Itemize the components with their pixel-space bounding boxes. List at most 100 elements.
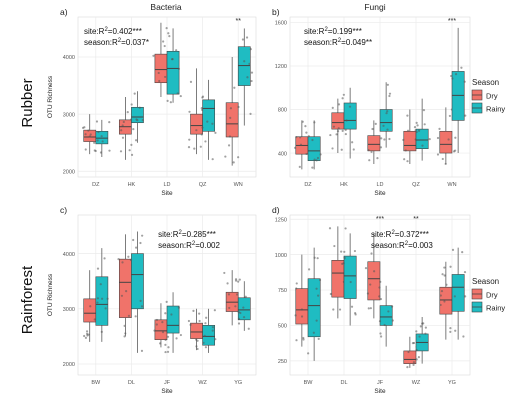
box-dry: [83, 298, 97, 323]
legend-title: Season: [472, 78, 499, 87]
jitter-point: [380, 137, 383, 140]
jitter-point: [331, 106, 334, 109]
jitter-point: [329, 133, 332, 137]
jitter-point: [164, 312, 167, 315]
jitter-point: [211, 326, 215, 329]
jitter-point: [103, 257, 106, 260]
jitter-point: [93, 318, 96, 321]
jitter-point: [121, 261, 124, 264]
jitter-point: [417, 129, 421, 132]
jitter-point: [237, 317, 241, 320]
jitter-point: [349, 280, 352, 284]
jitter-point: [175, 337, 178, 340]
jitter-point: [121, 124, 124, 127]
jitter-point: [380, 335, 383, 338]
jitter-point: [200, 133, 203, 136]
jitter-point: [229, 107, 233, 110]
jitter-point: [246, 76, 249, 79]
jitter-point: [133, 92, 136, 95]
jitter-point: [449, 327, 452, 330]
box-dry: [367, 135, 381, 152]
jitter-point: [195, 338, 198, 341]
jitter-point: [305, 131, 308, 134]
jitter-point: [344, 132, 347, 136]
jitter-point: [167, 346, 170, 349]
jitter-point: [421, 144, 424, 147]
jitter-point: [135, 246, 138, 249]
jitter-point: [373, 270, 376, 273]
jitter-point: [337, 103, 341, 106]
jitter-point: [99, 283, 102, 286]
jitter-point: [140, 305, 144, 308]
jitter-point: [443, 274, 446, 277]
jitter-point: [238, 278, 241, 281]
jitter-point: [129, 258, 133, 262]
jitter-point: [211, 122, 214, 125]
jitter-point: [164, 343, 167, 346]
box-dry: [331, 260, 345, 298]
box-rainy: [307, 136, 321, 161]
jitter-point: [416, 124, 419, 127]
panels-layer: 2000 3000 4000 DZ HK LD QZ WN ** a) site:R2=0.402*…: [47, 7, 471, 395]
jitter-point: [462, 335, 465, 338]
y-tick-label: 750: [278, 288, 287, 294]
jitter-point: [441, 157, 444, 161]
jitter-point: [403, 158, 406, 161]
jitter-point: [385, 112, 388, 115]
jitter-point: [165, 300, 168, 303]
jitter-point: [123, 335, 126, 338]
significance-stars: ***: [448, 18, 456, 25]
jitter-point: [250, 79, 253, 83]
jitter-point: [202, 341, 205, 344]
jitter-point: [413, 126, 417, 129]
box-rainy: [343, 102, 357, 130]
jitter-point: [87, 129, 90, 132]
jitter-point: [162, 40, 165, 43]
panel-c: 2000 3000 4000 BW DL JF WZ YG c) site:R2=0.285***…: [47, 205, 257, 395]
y-tick-label: 4000: [63, 55, 75, 61]
jitter-point: [449, 330, 452, 333]
jitter-point: [461, 251, 464, 254]
jitter-point: [152, 54, 155, 57]
jitter-point: [97, 130, 100, 134]
jitter-point: [348, 105, 352, 108]
jitter-point: [367, 148, 370, 152]
jitter-point: [464, 114, 467, 117]
jitter-point: [317, 337, 320, 340]
jitter-point: [84, 133, 87, 136]
jitter-point: [123, 324, 126, 327]
x-tick-label: BW: [304, 380, 314, 386]
jitter-point: [195, 129, 198, 132]
jitter-point: [89, 133, 92, 136]
jitter-point: [211, 158, 214, 161]
jitter-point: [138, 106, 141, 109]
jitter-point: [352, 148, 355, 151]
jitter-point: [83, 334, 86, 338]
jitter-point: [243, 60, 246, 63]
x-tick-label: YG: [448, 380, 456, 386]
x-tick-label: WZ: [198, 380, 207, 386]
jitter-point: [388, 92, 392, 95]
jitter-point: [345, 119, 348, 122]
jitter-point: [336, 130, 340, 133]
jitter-point: [307, 352, 310, 355]
box-dry: [154, 319, 168, 340]
jitter-point: [132, 238, 135, 242]
jitter-point: [84, 336, 88, 339]
jitter-point: [141, 119, 144, 122]
jitter-point: [164, 350, 167, 354]
jitter-point: [447, 138, 450, 141]
jitter-point: [130, 153, 134, 156]
jitter-point: [228, 306, 231, 310]
jitter-point: [344, 227, 347, 230]
jitter-point: [130, 143, 133, 146]
jitter-point: [331, 147, 334, 150]
jitter-point: [364, 267, 368, 270]
jitter-point: [214, 338, 217, 341]
jitter-point: [247, 327, 250, 330]
jitter-point: [343, 256, 346, 260]
jitter-point: [245, 36, 249, 39]
jitter-point: [140, 349, 144, 353]
jitter-point: [119, 150, 123, 153]
panel-tag: d): [272, 205, 280, 215]
